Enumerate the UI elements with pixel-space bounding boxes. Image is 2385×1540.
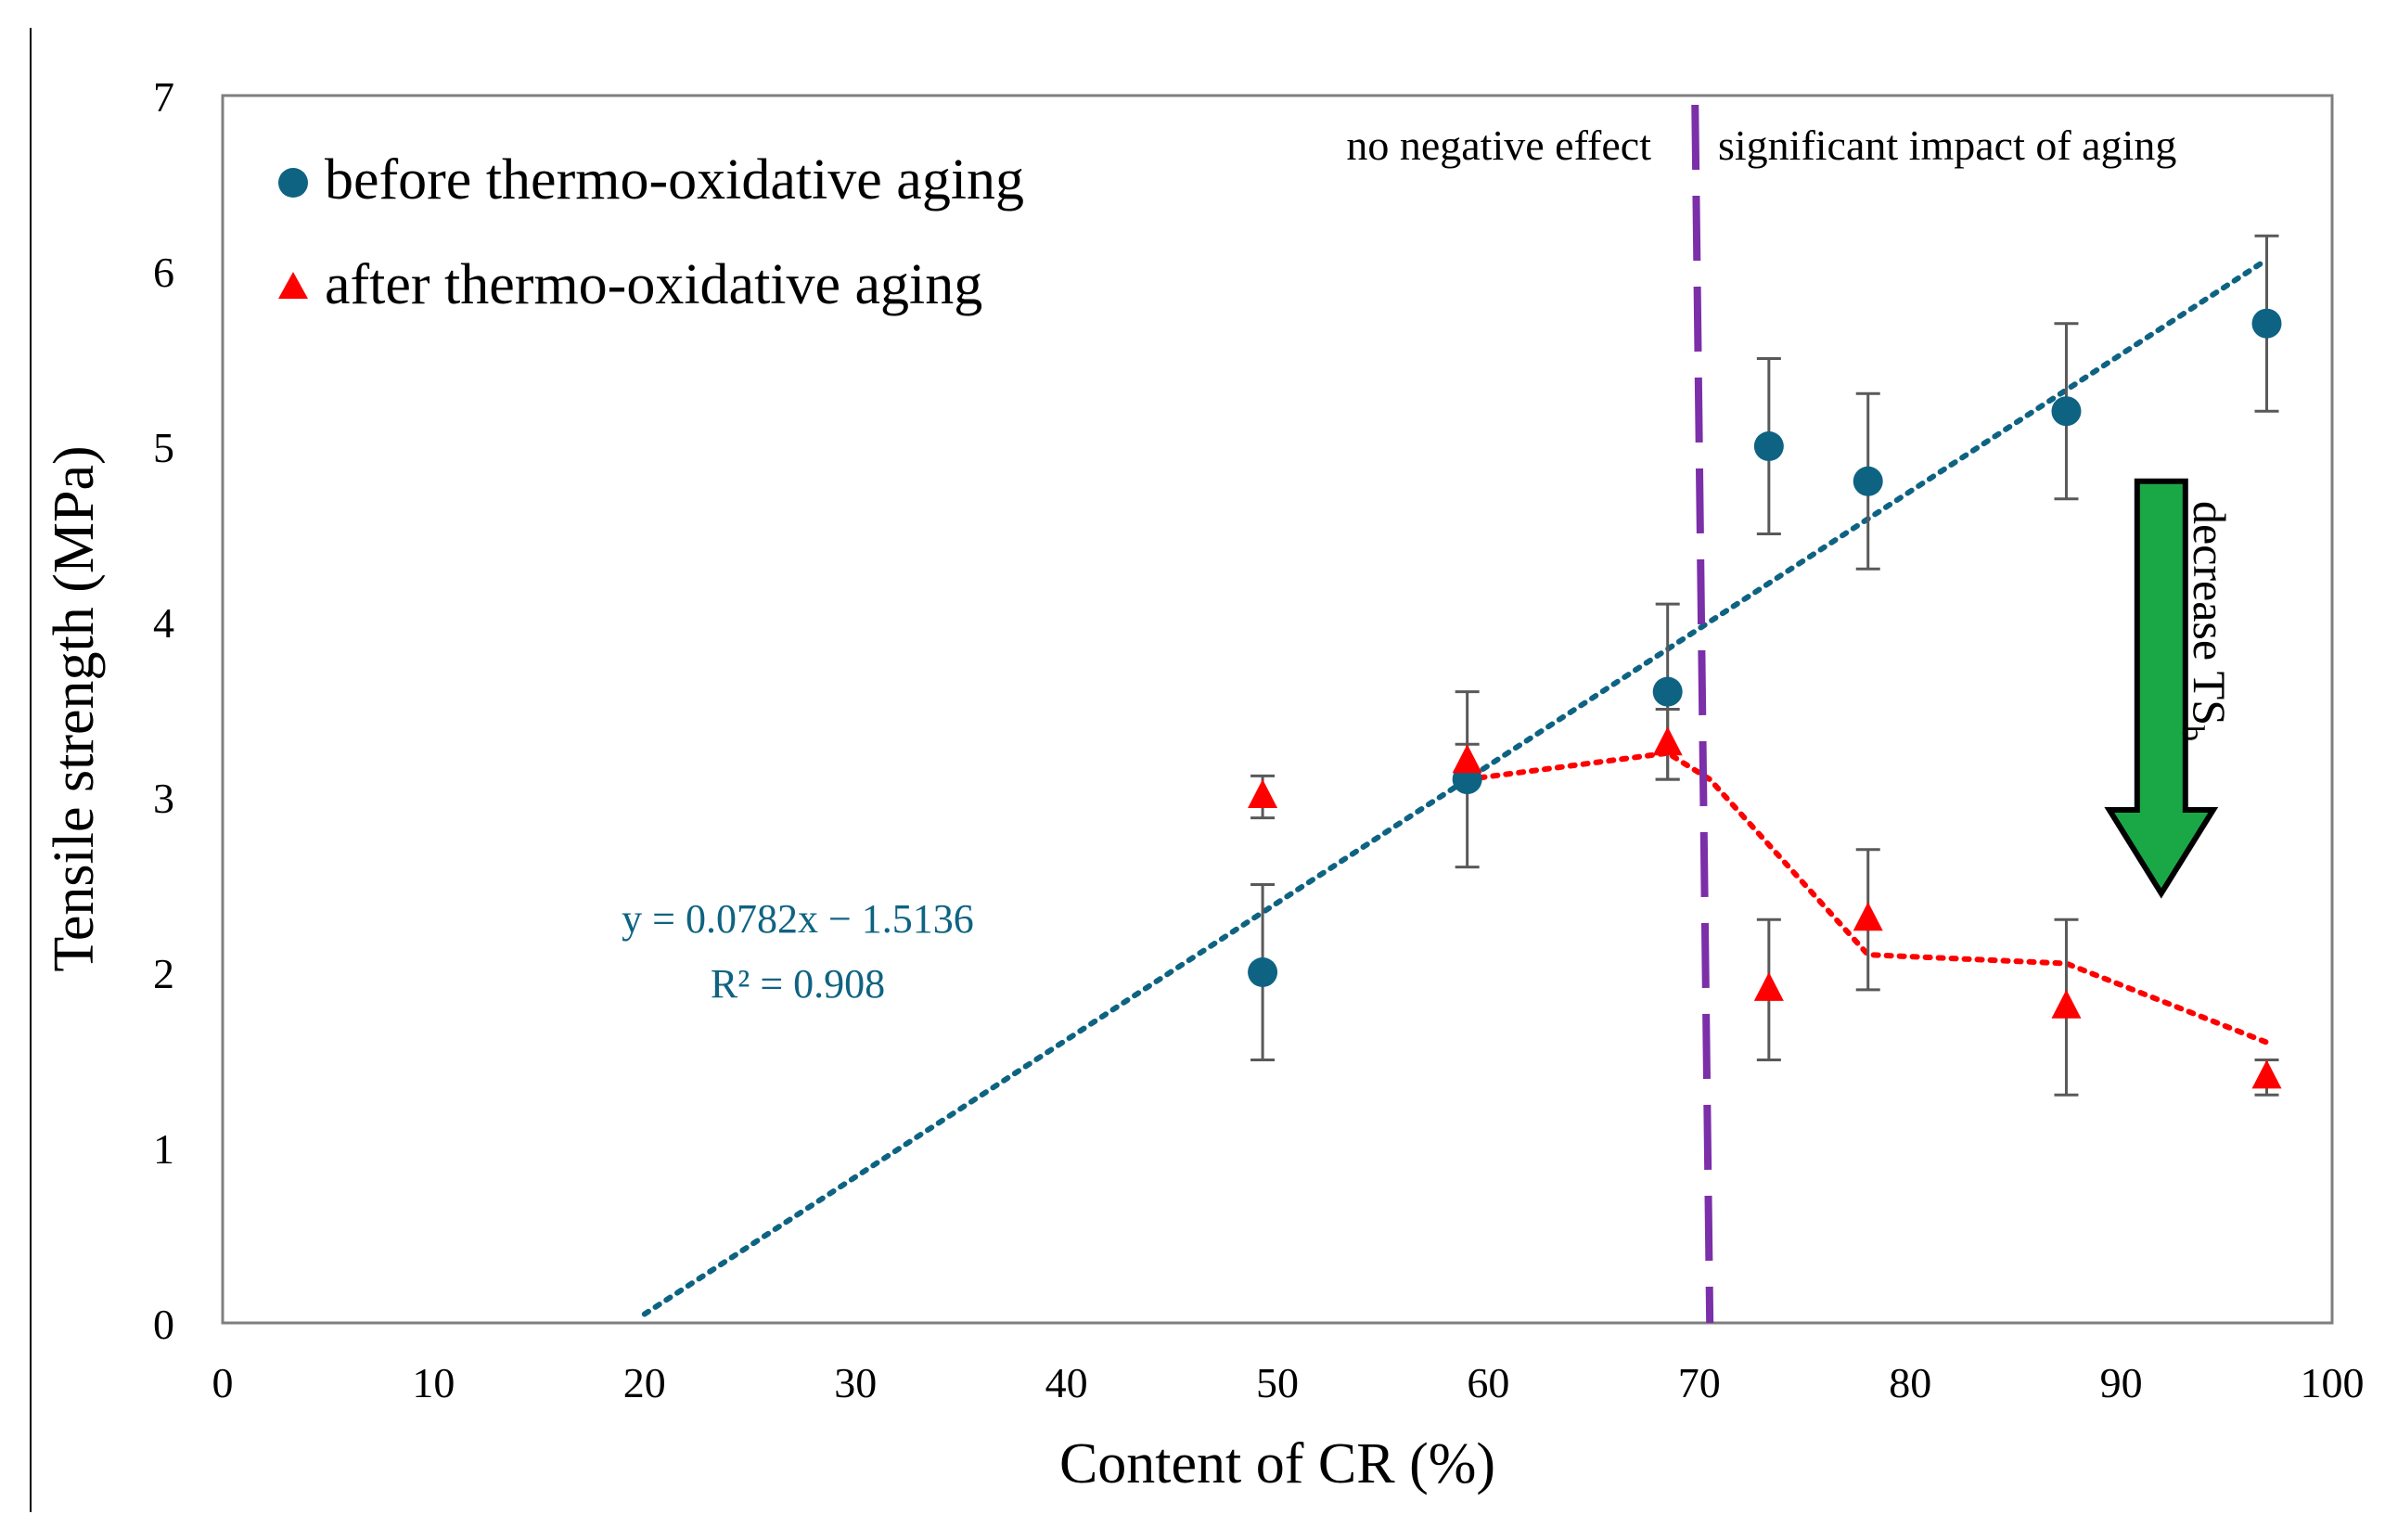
y-tick-label: 5 [153, 424, 174, 471]
region-label-right: significant impact of aging [1718, 122, 2176, 169]
legend-marker-after [278, 272, 308, 299]
legend-label-after: after thermo-oxidative aging [325, 253, 982, 316]
x-axis-ticks: 0 10 20 30 40 50 60 70 80 90 100 [212, 1359, 2365, 1406]
y-tick-label: 7 [153, 73, 174, 121]
x-tick-label: 40 [1045, 1359, 1088, 1406]
x-tick-label: 20 [623, 1359, 666, 1406]
data-point-after [1248, 779, 1278, 808]
decrease-arrow [2104, 478, 2219, 899]
divider-line [1691, 104, 1714, 1324]
y-tick-label: 0 [153, 1301, 174, 1348]
divider-layer [1691, 104, 1714, 1324]
data-point-after [1753, 971, 1784, 1001]
y-tick-label: 1 [153, 1125, 174, 1173]
data-point-after [1652, 726, 1683, 756]
data-point-before [2251, 308, 2282, 339]
marker-layer [1248, 308, 2282, 1089]
x-tick-label: 100 [2301, 1359, 2365, 1406]
plot-area [221, 94, 2334, 1325]
trend-r2: R² = 0.908 [711, 961, 885, 1007]
trend-equation: y = 0.0782x − 1.5136 [622, 896, 974, 942]
data-point-before [2051, 396, 2082, 427]
y-tick-label: 6 [153, 249, 174, 296]
y-tick-label: 4 [153, 599, 174, 647]
y-tick-label: 2 [153, 950, 174, 997]
x-tick-label: 10 [412, 1359, 455, 1406]
arrow-shape [2104, 478, 2219, 899]
x-tick-label: 0 [212, 1359, 234, 1406]
data-point-after [1452, 744, 1482, 774]
data-point-before [1853, 466, 1883, 496]
x-tick-label: 60 [1467, 1359, 1509, 1406]
red-trendline [1464, 750, 2270, 1046]
data-point-after [1853, 902, 1883, 931]
arrow-label: decrease TSb [2175, 501, 2236, 741]
data-point-after [2251, 1059, 2282, 1089]
region-label-left: no negative effect [1346, 122, 1651, 169]
arrow-label-main: decrease TS [2184, 501, 2236, 725]
legend-marker-before [278, 168, 308, 198]
data-point-after [2051, 989, 2082, 1019]
y-tick-label: 3 [153, 775, 174, 822]
y-axis-label: Tensile strength (MPa) [43, 445, 106, 971]
x-tick-label: 80 [1889, 1359, 1931, 1406]
y-axis-ticks: 0 1 2 3 4 5 6 7 [153, 73, 174, 1348]
x-tick-label: 90 [2100, 1359, 2143, 1406]
data-point-before [1652, 676, 1683, 707]
x-axis-label: Content of CR (%) [1059, 1432, 1495, 1495]
data-point-before [1753, 431, 1784, 461]
arrow-label-sub: b [2175, 725, 2210, 741]
data-point-before [1248, 957, 1278, 987]
x-tick-label: 50 [1256, 1359, 1299, 1406]
legend: before thermo-oxidative aging after ther… [278, 148, 1024, 316]
legend-label-before: before thermo-oxidative aging [325, 148, 1024, 212]
x-tick-label: 70 [1678, 1359, 1721, 1406]
x-tick-label: 30 [834, 1359, 877, 1406]
